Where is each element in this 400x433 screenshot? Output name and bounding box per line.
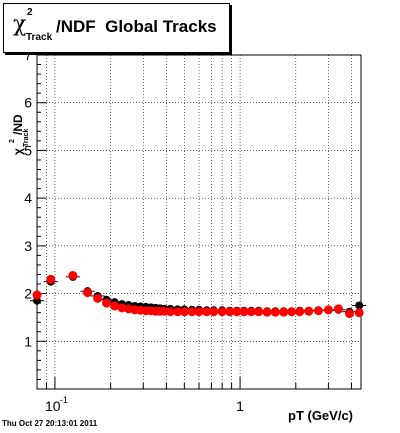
red-data-point [232, 307, 242, 317]
red-data-point [209, 307, 219, 317]
svg-text:Track: Track [23, 129, 30, 147]
y-tick-label: 4 [24, 190, 32, 206]
x-tick-label-exponent: -1 [60, 395, 68, 405]
red-data-point [68, 270, 78, 280]
red-data-point [246, 307, 256, 317]
black-data-point [355, 301, 364, 310]
red-data-point [225, 307, 235, 317]
red-data-point [83, 288, 93, 298]
red-data-point [194, 307, 204, 317]
axes-layer: 1 2 3 4 5 6 7 10 -1 1 [24, 47, 362, 414]
red-data-point [323, 305, 333, 315]
red-data-point [279, 307, 289, 317]
x-tick-label: 10 [45, 398, 61, 414]
title-superscript: 2 [27, 7, 33, 18]
x-tick-label: 1 [236, 398, 244, 414]
red-data-point [179, 307, 189, 317]
y-label-sub: Track [23, 129, 30, 147]
red-data-point [217, 307, 227, 317]
red-data-point [239, 307, 249, 317]
red-data-point [333, 304, 343, 314]
red-data-point [46, 274, 56, 284]
y-tick-label: 5 [24, 142, 32, 158]
title-chi-symbol: χ [13, 12, 27, 37]
red-data-point [110, 301, 120, 311]
y-tick-label: 1 [24, 333, 32, 349]
y-axis-label: χ 2 Track /ND [9, 114, 30, 155]
points-layer [30, 270, 367, 319]
red-data-point [270, 307, 280, 317]
y-label-sup: 2 [9, 139, 16, 143]
y-tick-label: 3 [24, 238, 32, 254]
svg-text:/ND: /ND [11, 114, 25, 135]
y-tick-label: 7 [24, 47, 32, 63]
red-data-point [93, 293, 103, 303]
title-box: χ 2 Track /NDF Global Tracks [3, 3, 230, 53]
svg-text:χ: χ [11, 148, 25, 155]
red-data-point [117, 303, 127, 313]
red-data-point [262, 307, 272, 317]
red-data-point [344, 309, 354, 319]
y-tick-label: 6 [24, 95, 32, 111]
red-data-point [173, 307, 183, 317]
timestamp-footer: Thu Oct 27 20:13:01 2011 [2, 419, 98, 428]
svg-text:2: 2 [9, 139, 16, 143]
red-data-point [187, 307, 197, 317]
y-tick-label: 2 [24, 286, 32, 302]
red-data-point [354, 308, 364, 318]
red-data-point [304, 306, 314, 316]
plot-frame [36, 54, 362, 390]
y-label-chi: χ [11, 148, 25, 155]
red-data-point [254, 307, 264, 317]
red-data-point [295, 307, 305, 317]
red-data-point [287, 307, 297, 317]
red-data-point [102, 298, 112, 308]
red-data-point [32, 290, 42, 300]
x-axis-label: pT (GeV/c) [288, 408, 354, 423]
red-data-point [165, 307, 175, 317]
red-data-point [313, 306, 323, 316]
grid-layer [36, 54, 361, 389]
title-subscript: Track [26, 32, 53, 43]
red-data-point [202, 307, 212, 317]
title-text: /NDF Global Tracks [56, 17, 217, 36]
